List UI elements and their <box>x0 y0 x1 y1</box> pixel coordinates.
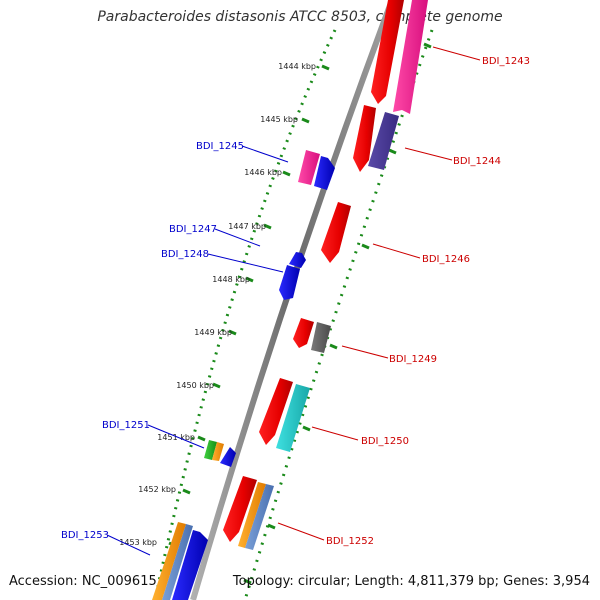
tick-label: 1444 kbp <box>278 62 316 71</box>
gene-feature-bdi-1253[interactable] <box>152 522 208 600</box>
gene-label-bdi-1252[interactable]: BDI_1252 <box>326 536 374 547</box>
tick-label: 1451 kbp <box>157 433 195 442</box>
gene-feature-bdi-1245[interactable] <box>298 150 335 190</box>
gene-feature-bdi-1252[interactable] <box>223 476 274 550</box>
gene-label-bdi-1243[interactable]: BDI_1243 <box>482 56 530 67</box>
tick-label: 1447 kbp <box>228 222 266 231</box>
gene-label-bdi-1253[interactable]: BDI_1253 <box>61 530 109 541</box>
gene-label-bdi-1249[interactable]: BDI_1249 <box>389 354 437 365</box>
gene-feature-bdi-1250[interactable] <box>259 378 310 452</box>
tick-mark <box>245 276 254 283</box>
ruler-ticks <box>168 64 330 548</box>
tick-label: 1446 kbp <box>244 168 282 177</box>
genome-summary: Topology: circular; Length: 4,811,379 bp… <box>232 574 590 589</box>
gene-feature-bdi-1243[interactable] <box>371 0 428 114</box>
tick-label: 1448 kbp <box>212 275 250 284</box>
ruler-tick-labels: 1444 kbp 1445 kbp 1446 kbp 1447 kbp 1448… <box>119 62 316 547</box>
tick-mark <box>301 117 310 124</box>
gene-feature-bdi-1247[interactable] <box>289 252 306 268</box>
gene-label-bdi-1245[interactable]: BDI_1245 <box>196 141 244 152</box>
gene-feature-bdi-1246[interactable] <box>321 202 351 263</box>
outer-track-ticks <box>243 42 432 585</box>
gene-label-bdi-1247[interactable]: BDI_1247 <box>169 224 217 235</box>
gene-label-bdi-1248[interactable]: BDI_1248 <box>161 249 209 260</box>
accession-label: Accession: NC_009615 <box>9 574 157 589</box>
gene-label-bdi-1244[interactable]: BDI_1244 <box>453 156 501 167</box>
gene-feature-bdi-1248[interactable] <box>279 265 300 300</box>
tick-label: 1449 kbp <box>194 328 232 337</box>
gene-feature-bdi-1249[interactable] <box>293 318 331 353</box>
gene-label-bdi-1246[interactable]: BDI_1246 <box>422 254 470 265</box>
tick-mark <box>197 435 206 442</box>
tick-label: 1452 kbp <box>138 485 176 494</box>
tick-label: 1453 kbp <box>119 538 157 547</box>
gene-label-bdi-1251[interactable]: BDI_1251 <box>102 420 150 431</box>
gene-feature-bdi-1251[interactable] <box>204 440 236 467</box>
tick-mark <box>282 170 291 177</box>
tick-label: 1445 kbp <box>260 115 298 124</box>
leader-lines-left <box>106 145 289 556</box>
tick-mark <box>321 64 330 71</box>
tick-label: 1450 kbp <box>176 381 214 390</box>
gene-label-bdi-1250[interactable]: BDI_1250 <box>361 436 409 447</box>
leader-lines-right <box>277 46 481 541</box>
tick-mark <box>263 223 272 230</box>
genome-backbone <box>190 0 395 600</box>
tick-mark <box>182 488 191 495</box>
gene-feature-bdi-1244[interactable] <box>353 105 399 172</box>
tick-mark <box>228 329 237 336</box>
tick-mark <box>212 382 221 389</box>
